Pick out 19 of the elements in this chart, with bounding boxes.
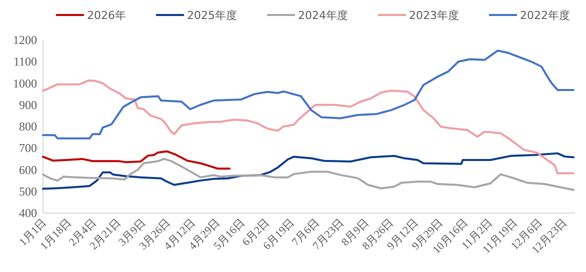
line-series <box>42 150 231 170</box>
legend-label: 2026年 <box>87 9 126 22</box>
line-series <box>42 50 575 140</box>
y-tick-label: 1000 <box>13 76 37 90</box>
legend-label: 2023年度 <box>409 9 459 22</box>
y-tick-label: 900 <box>19 98 37 112</box>
y-tick-label: 700 <box>19 141 37 156</box>
y-tick-label: 500 <box>19 184 37 198</box>
y-tick-label: 800 <box>19 120 37 134</box>
line-series <box>42 158 575 191</box>
y-tick-label: 1100 <box>13 54 37 69</box>
y-tick-label: 400 <box>19 206 37 220</box>
line-series <box>42 152 575 190</box>
legend-label: 2022年度 <box>520 9 570 22</box>
y-tick-label: 1200 <box>13 33 37 47</box>
legend-label: 2025年度 <box>187 9 237 22</box>
line-series <box>42 80 575 174</box>
y-tick-label: 600 <box>19 162 37 177</box>
legend-label: 2024年度 <box>298 9 348 22</box>
